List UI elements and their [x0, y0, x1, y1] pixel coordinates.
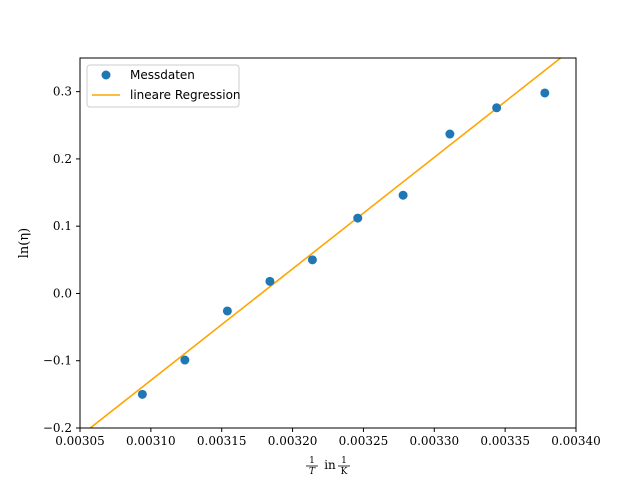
- data-marks: [88, 58, 562, 428]
- y-tick-label: 0.3: [53, 85, 72, 99]
- legend-marker-messdaten: [101, 70, 111, 80]
- x-label-word: in: [324, 458, 336, 472]
- axis-ticks: 0.00305 0.00310 0.00315 0.00320 0.00325 0.003…: [43, 85, 601, 448]
- data-point: [353, 213, 363, 223]
- regression-line: [88, 58, 562, 428]
- y-tick-label: 0.2: [53, 152, 72, 166]
- data-point: [265, 276, 275, 286]
- x-tick-label: 0.00320: [268, 434, 318, 448]
- legend: Messdaten lineare Regression: [86, 64, 241, 108]
- data-point: [540, 88, 550, 98]
- x-tick-label: 0.00315: [197, 434, 247, 448]
- x-label-frac1-num: 1: [309, 456, 315, 466]
- legend-label-regression: lineare Regression: [130, 88, 241, 102]
- data-point: [307, 255, 317, 265]
- legend-box: [86, 64, 240, 108]
- axes-frame: [79, 57, 577, 429]
- x-tick-label: 0.00330: [409, 434, 459, 448]
- y-tick-label: 0.0: [53, 286, 72, 300]
- x-label-frac1-den: T: [309, 467, 316, 477]
- data-point: [180, 355, 190, 365]
- x-tick-label: 0.00305: [55, 434, 105, 448]
- data-point: [398, 190, 408, 200]
- legend-label-messdaten: Messdaten: [130, 68, 195, 82]
- x-tick-label: 0.00325: [339, 434, 389, 448]
- x-tick-label: 0.00340: [551, 434, 601, 448]
- x-label-frac2-num: 1: [341, 456, 347, 466]
- x-tick-label: 0.00310: [126, 434, 176, 448]
- x-label-frac2-den: K: [341, 467, 348, 477]
- y-tick-label: −0.2: [43, 421, 72, 435]
- data-point: [222, 306, 232, 316]
- x-axis-label: 1 T in 1 K: [306, 456, 350, 477]
- data-point: [492, 103, 502, 113]
- y-tick-label: −0.1: [43, 354, 72, 368]
- y-tick-label: 0.1: [53, 219, 72, 233]
- data-point: [445, 129, 455, 139]
- y-axis-label: ln(η): [17, 228, 32, 258]
- x-tick-label: 0.00335: [480, 434, 530, 448]
- data-point: [137, 389, 147, 399]
